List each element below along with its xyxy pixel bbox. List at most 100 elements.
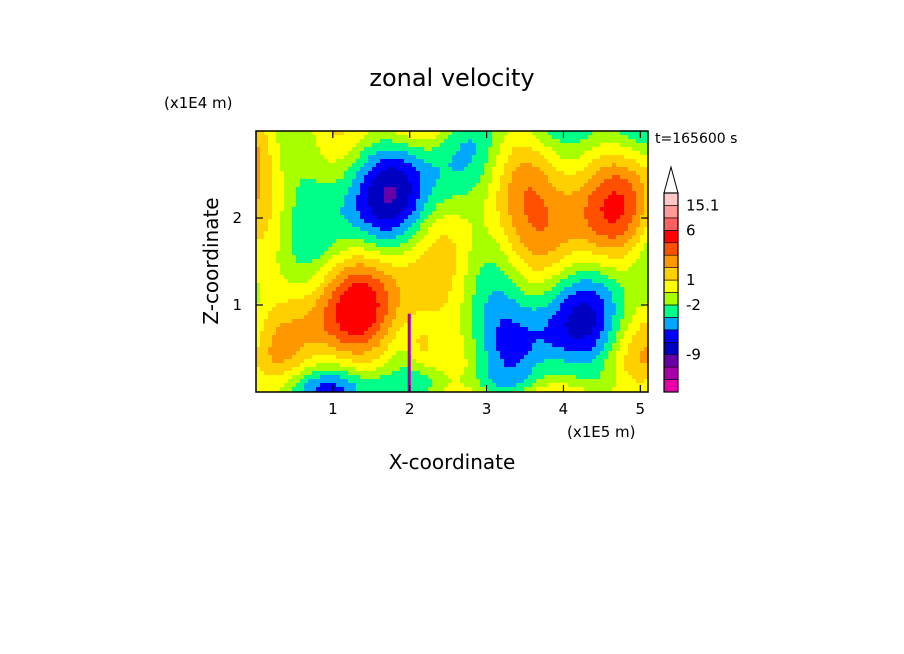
- heatmap-cell: [456, 231, 461, 236]
- heatmap-cell: [600, 139, 605, 144]
- heatmap-cell: [604, 163, 609, 168]
- heatmap-cell: [344, 159, 349, 164]
- heatmap-cell: [384, 203, 389, 208]
- heatmap-cell: [400, 175, 405, 180]
- heatmap-cell: [376, 191, 381, 196]
- heatmap-cell: [584, 155, 589, 160]
- heatmap-cell: [464, 275, 469, 280]
- heatmap-cell: [368, 159, 373, 164]
- heatmap-cell: [460, 275, 465, 280]
- heatmap-cell: [428, 139, 433, 144]
- heatmap-cell: [340, 163, 345, 168]
- heatmap-cell: [604, 259, 609, 264]
- heatmap-cell: [552, 207, 557, 212]
- heatmap-cell: [424, 287, 429, 292]
- heatmap-cell: [628, 223, 633, 228]
- heatmap-cell: [320, 283, 325, 288]
- heatmap-cell: [352, 259, 357, 264]
- heatmap-cell: [592, 235, 597, 240]
- heatmap-cell: [604, 195, 609, 200]
- heatmap-cell: [564, 307, 569, 312]
- heatmap-cell: [584, 331, 589, 336]
- heatmap-cell: [292, 195, 297, 200]
- heatmap-cell: [448, 275, 453, 280]
- heatmap-cell: [604, 175, 609, 180]
- heatmap-cell: [468, 231, 473, 236]
- heatmap-cell: [476, 135, 481, 140]
- heatmap-cell: [552, 287, 557, 292]
- heatmap-cell: [544, 151, 549, 156]
- heatmap-cell: [396, 299, 401, 304]
- heatmap-cell: [264, 271, 269, 276]
- heatmap-cell: [308, 135, 313, 140]
- heatmap-cell: [372, 283, 377, 288]
- heatmap-cell: [332, 307, 337, 312]
- heatmap-cell: [644, 283, 648, 288]
- heatmap-cell: [496, 283, 501, 288]
- heatmap-cell: [480, 179, 485, 184]
- heatmap-cell: [600, 311, 605, 316]
- heatmap-cell: [440, 175, 445, 180]
- heatmap-cell: [412, 283, 417, 288]
- heatmap-cell: [416, 287, 421, 292]
- heatmap-cell: [588, 235, 593, 240]
- heatmap-cell: [476, 151, 481, 156]
- heatmap-cell: [388, 151, 393, 156]
- heatmap-cell: [484, 259, 489, 264]
- heatmap-cell: [532, 167, 537, 172]
- heatmap-cell: [572, 323, 577, 328]
- heatmap-cell: [492, 287, 497, 292]
- heatmap-cell: [364, 223, 369, 228]
- heatmap-cell: [340, 207, 345, 212]
- heatmap-cell: [428, 255, 433, 260]
- heatmap-cell: [364, 159, 369, 164]
- heatmap-cell: [504, 183, 509, 188]
- heatmap-cell: [304, 259, 309, 264]
- heatmap-cell: [564, 299, 569, 304]
- heatmap-cell: [316, 263, 321, 268]
- heatmap-cell: [572, 215, 577, 220]
- heatmap-cell: [528, 247, 533, 252]
- heatmap-cell: [268, 223, 273, 228]
- heatmap-cell: [464, 175, 469, 180]
- heatmap-cell: [588, 223, 593, 228]
- heatmap-cell: [480, 219, 485, 224]
- heatmap-cell: [512, 215, 517, 220]
- heatmap-cell: [644, 171, 648, 176]
- heatmap-cell: [348, 195, 353, 200]
- heatmap-cell: [340, 331, 345, 336]
- heatmap-cell: [608, 143, 613, 148]
- heatmap-cell: [264, 235, 269, 240]
- heatmap-cell: [352, 271, 357, 276]
- heatmap-cell: [292, 203, 297, 208]
- heatmap-cell: [368, 203, 373, 208]
- heatmap-cell: [520, 259, 525, 264]
- heatmap-cell: [288, 171, 293, 176]
- heatmap-cell: [512, 263, 517, 268]
- heatmap-cell: [340, 327, 345, 332]
- heatmap-cell: [448, 207, 453, 212]
- heatmap-cell: [644, 211, 648, 216]
- heatmap-cell: [320, 323, 325, 328]
- heatmap-cell: [388, 295, 393, 300]
- heatmap-cell: [600, 215, 605, 220]
- heatmap-cell: [560, 187, 565, 192]
- heatmap-cell: [316, 259, 321, 264]
- heatmap-cell: [396, 315, 401, 320]
- heatmap-cell: [420, 271, 425, 276]
- heatmap-cell: [404, 163, 409, 168]
- heatmap-cell: [568, 267, 573, 272]
- heatmap-cell: [380, 271, 385, 276]
- heatmap-cell: [268, 267, 273, 272]
- heatmap-cell: [424, 275, 429, 280]
- heatmap-cell: [356, 247, 361, 252]
- heatmap-cell: [412, 135, 417, 140]
- heatmap-cell: [540, 295, 545, 300]
- heatmap-cell: [632, 323, 637, 328]
- heatmap-cell: [412, 275, 417, 280]
- heatmap-cell: [584, 303, 589, 308]
- heatmap-cell: [524, 227, 529, 232]
- heatmap-cell: [444, 207, 449, 212]
- heatmap-cell: [324, 211, 329, 216]
- heatmap-cell: [324, 175, 329, 180]
